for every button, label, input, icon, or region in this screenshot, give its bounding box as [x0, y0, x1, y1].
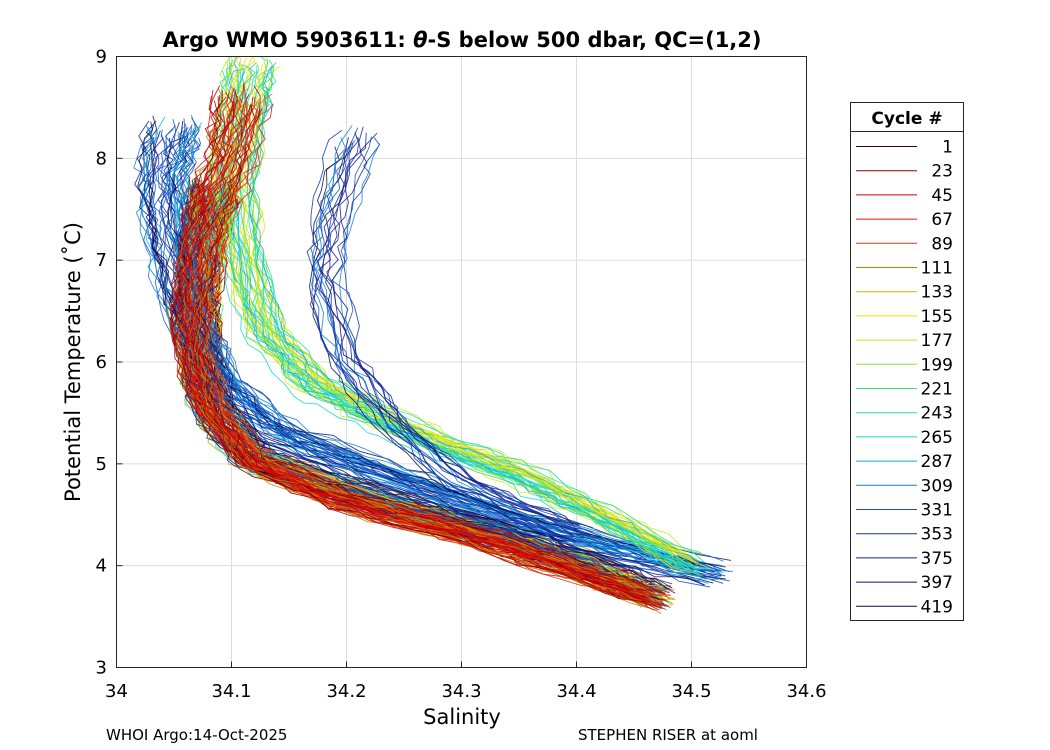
y-axis-label: Potential Temperature (˚C): [61, 222, 85, 502]
profile-trace: [224, 68, 690, 571]
profile-trace: [181, 92, 656, 598]
legend-entry-label: 243: [921, 404, 953, 424]
profile-trace: [173, 96, 646, 602]
profile-trace: [225, 71, 689, 574]
legend-entry-label: 155: [921, 307, 953, 327]
profile-trace: [147, 130, 713, 578]
legend-entry-label: 397: [921, 573, 953, 593]
legend-entry-label: 89: [931, 234, 953, 254]
legend-entry-label: 353: [921, 525, 953, 545]
x-tick-label: 34.3: [441, 681, 481, 702]
y-tick-label: 5: [96, 454, 107, 475]
legend-title: Cycle #: [871, 109, 942, 129]
profile-trace: [197, 104, 660, 611]
x-tick-label: 34.4: [556, 681, 596, 702]
y-tick-label: 8: [96, 148, 107, 169]
profile-trace: [192, 88, 664, 589]
profile-trace: [326, 132, 577, 530]
profile-trace: [134, 120, 703, 568]
x-tick-label: 34.2: [326, 681, 366, 702]
footer-credit-right: STEPHEN RISER at aoml: [578, 726, 758, 744]
profile-trace: [248, 62, 701, 565]
legend-entry-label: 133: [921, 283, 953, 303]
legend-entry-label: 331: [921, 501, 953, 521]
x-tick-label: 34: [105, 681, 128, 702]
profile-trace: [203, 85, 662, 593]
profile-trace: [225, 65, 685, 570]
profile-trace: [306, 130, 560, 523]
x-axis-label: Salinity: [423, 705, 501, 729]
profile-trace: [176, 87, 656, 594]
chart-title: Argo WMO 5903611: θ-S below 500 dbar, QC…: [162, 28, 761, 52]
legend-entry-label: 375: [921, 549, 953, 569]
legend-entry-label: 45: [931, 186, 953, 206]
profile-trace: [311, 137, 574, 534]
x-tick-label: 34.5: [671, 681, 711, 702]
y-tick-label: 3: [96, 658, 107, 679]
legend-entry-label: 177: [921, 331, 953, 351]
profile-trace: [320, 126, 581, 527]
profile-trace: [246, 73, 700, 578]
profile-trace: [204, 104, 671, 608]
legend-entry-label: 111: [921, 259, 953, 279]
legend-entry-label: 1: [942, 138, 953, 158]
profile-trace: [157, 128, 718, 572]
profile-trace: [199, 98, 664, 604]
y-tick-label: 9: [96, 47, 107, 68]
x-axis-ticks: 34 34.1 34.2 34.3 34.4 34.5 34.6: [105, 661, 827, 702]
profile-trace: [141, 126, 702, 579]
legend-entry-label: 265: [921, 428, 953, 448]
profile-trace: [177, 100, 642, 602]
x-tick-label: 34.1: [211, 681, 251, 702]
profile-trace: [316, 127, 574, 530]
profile-trace: [325, 136, 575, 538]
profile-trace: [178, 140, 730, 582]
profile-trace: [168, 137, 718, 580]
y-tick-label: 7: [96, 250, 107, 271]
legend-entry-label: 23: [931, 162, 953, 182]
legend-entry-label: 309: [921, 476, 953, 496]
legend: Cycle # 1 23 45 67 89 111 133 155 177 199 221 243 26…: [850, 102, 964, 621]
profile-trace: [313, 139, 577, 535]
profile-trace: [210, 190, 670, 594]
profile-trace: [320, 142, 582, 543]
profile-trace: [191, 107, 655, 611]
profile-trace: [194, 101, 658, 606]
y-axis-ticks: 3 4 5 6 7 8 9: [96, 47, 123, 679]
y-tick-label: 4: [96, 556, 107, 577]
profile-trace: [309, 146, 569, 540]
legend-entry-label: 287: [921, 452, 953, 472]
legend-entry-label: 199: [921, 355, 953, 375]
profile-trace: [318, 132, 580, 526]
profile-trace: [190, 103, 661, 606]
profile-trace: [166, 121, 726, 568]
profile-traces: [133, 56, 734, 614]
y-tick-label: 6: [96, 352, 107, 373]
x-tick-label: 34.6: [786, 681, 826, 702]
plot-clip: [133, 56, 734, 614]
profile-trace: [182, 117, 732, 561]
footer-credit-left: WHOI Argo:14-Oct-2025: [106, 726, 287, 744]
legend-entries: 1 23 45 67 89 111 133 155 177 199 221 243 265 287 309 3…: [856, 138, 953, 617]
profile-trace: [170, 96, 641, 599]
legend-entry-label: 221: [921, 380, 953, 400]
profile-trace: [186, 96, 651, 603]
legend-entry-label: 67: [931, 210, 953, 230]
legend-entry-label: 419: [921, 597, 953, 617]
profile-trace: [148, 140, 705, 586]
